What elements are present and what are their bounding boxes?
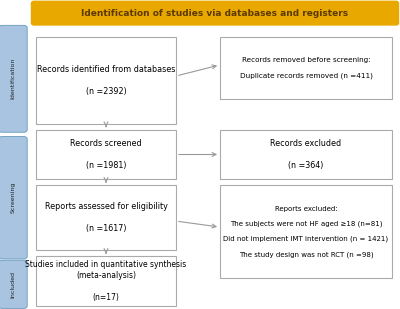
- Text: Reports excluded:

The subjects were not HF aged ≥18 (n=81)

Did not implement I: Reports excluded: The subjects were not …: [224, 205, 388, 258]
- Text: Reports assessed for eligibility

(n =1617): Reports assessed for eligibility (n =161…: [44, 202, 168, 233]
- Text: Records removed before screening:

Duplicate records removed (n =411): Records removed before screening: Duplic…: [240, 57, 372, 79]
- Text: Records identified from databases

(n =2392): Records identified from databases (n =23…: [37, 65, 175, 96]
- FancyBboxPatch shape: [0, 25, 27, 132]
- Text: Studies included in quantitative synthesis
(meta-analysis)

(n=17): Studies included in quantitative synthes…: [25, 260, 187, 302]
- FancyBboxPatch shape: [36, 185, 176, 250]
- FancyBboxPatch shape: [36, 130, 176, 179]
- FancyBboxPatch shape: [220, 37, 392, 99]
- FancyBboxPatch shape: [220, 185, 392, 278]
- FancyBboxPatch shape: [220, 130, 392, 179]
- Text: Screening: Screening: [10, 182, 16, 214]
- Text: Records screened

(n =1981): Records screened (n =1981): [70, 139, 142, 170]
- Text: Included: Included: [10, 271, 16, 298]
- FancyBboxPatch shape: [0, 137, 27, 259]
- Text: Records excluded

(n =364): Records excluded (n =364): [270, 139, 342, 170]
- Text: Identification of studies via databases and registers: Identification of studies via databases …: [82, 9, 348, 18]
- Text: Identification: Identification: [10, 58, 16, 99]
- FancyBboxPatch shape: [31, 1, 399, 26]
- FancyBboxPatch shape: [36, 256, 176, 306]
- FancyBboxPatch shape: [0, 260, 27, 308]
- FancyBboxPatch shape: [36, 37, 176, 124]
